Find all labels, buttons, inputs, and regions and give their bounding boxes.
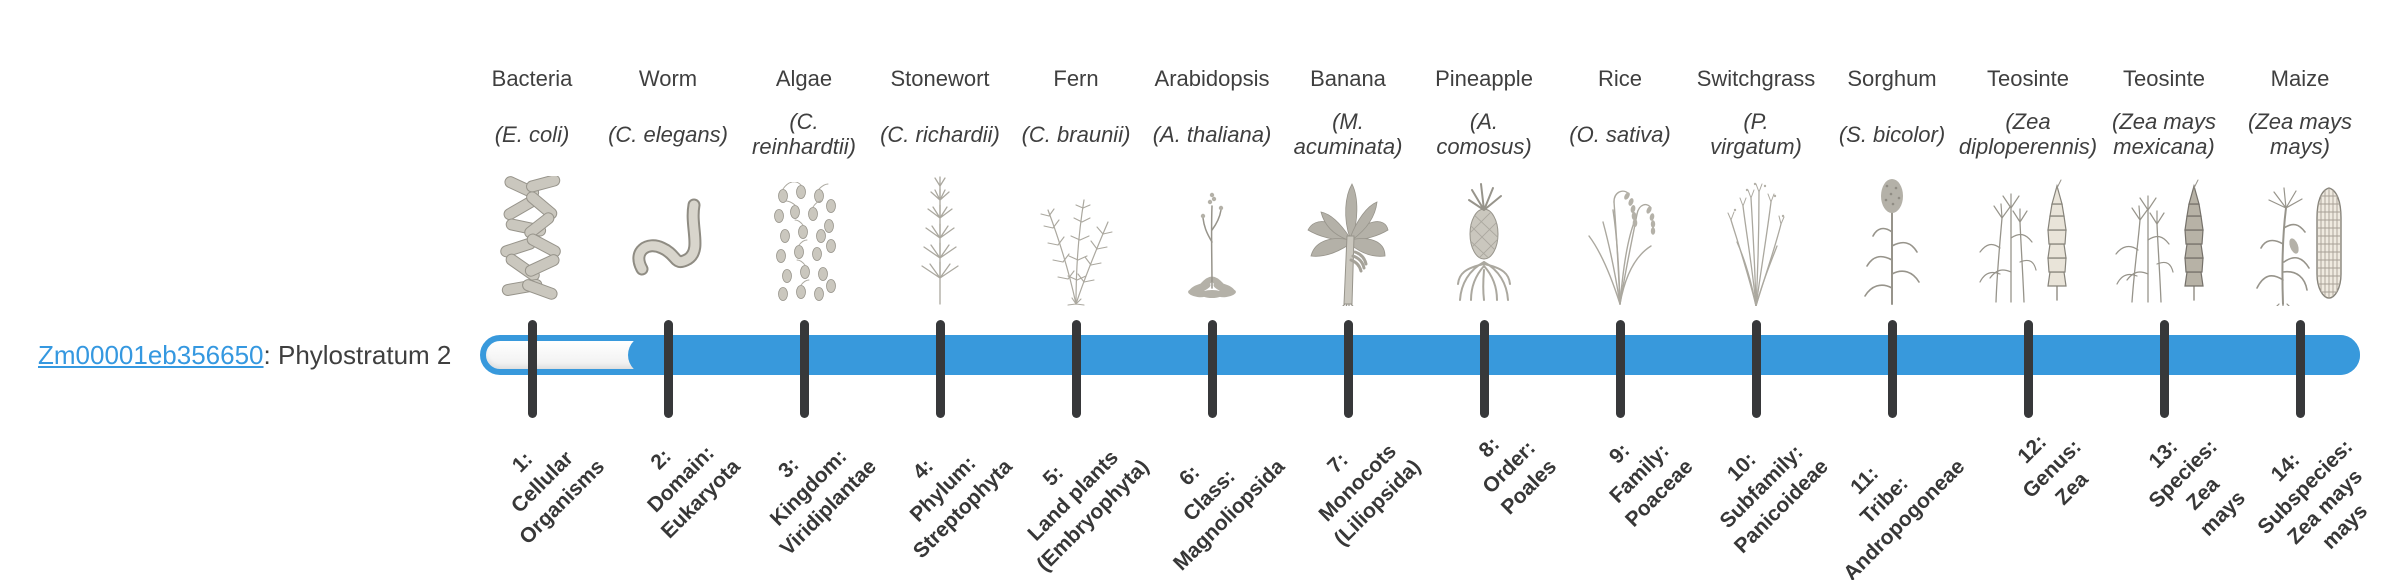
organism-column: Arabidopsis (A. thaliana) [1127, 0, 1297, 580]
organism-scientific-name: (C. braunii) [1021, 121, 1131, 147]
switchgrass-illustration [1671, 168, 1841, 306]
organism-scientific-name: (C. elegans) [608, 121, 728, 147]
banana-illustration [1263, 168, 1433, 306]
organism-common-name: Bacteria [491, 66, 573, 91]
bacteria-illustration [447, 168, 617, 306]
phylostratum-tick [1207, 320, 1217, 418]
organism-column: Banana (M. acuminata) [1263, 0, 1433, 580]
organism-column: Fern (C. braunii) 5: Land plants (Embryo… [991, 0, 1161, 580]
phylostratum-tick [663, 320, 673, 418]
organism-common-name: Fern [1053, 66, 1099, 91]
phylostratum-tick [1071, 320, 1081, 418]
organism-column: Maize (Zea mays mays) [2215, 0, 2385, 580]
organism-common-name: Algae [775, 66, 833, 91]
gene-label: Zm00001eb356650: Phylostratum 2 [38, 340, 451, 370]
organism-common-name: Teosinte [2123, 66, 2205, 91]
organism-common-name: Teosinte [1987, 66, 2069, 91]
organism-column: Teosinte (Zea diploperennis) [1943, 0, 2113, 580]
organism-column: Stonewort (C. richardii) 4: Phylum: Stre… [855, 0, 1025, 580]
arabidopsis-illustration [1127, 168, 1297, 306]
teosinte-mexicana-illustration [2079, 168, 2249, 306]
phylostratum-label: 14: Subspecies: Zea mays mays [2253, 435, 2373, 554]
organism-column: Switchgrass (P. virgatum) [1671, 0, 1841, 580]
organism-scientific-name: (Zea mays mays) [2248, 109, 2352, 159]
organism-column: Algae (C. reinhardtii) [719, 0, 889, 580]
organism-common-name: Arabidopsis [1154, 66, 1270, 91]
sorghum-illustration [1807, 168, 1977, 306]
organism-common-name: Rice [1597, 66, 1642, 91]
phylostratum-tick [1615, 320, 1625, 418]
phylostratum-tick [2295, 320, 2305, 418]
organism-column: Sorghum (S. bicolor) 11: Tribe: [1807, 0, 1977, 580]
maize-illustration [2215, 168, 2385, 306]
organism-common-name: Switchgrass [1696, 66, 1816, 91]
organism-scientific-name: (S. bicolor) [1838, 121, 1946, 147]
phylostratum-tick [1751, 320, 1761, 418]
organism-scientific-name: (A. comosus) [1436, 109, 1532, 159]
organism-scientific-name: (P. virgatum) [1710, 109, 1802, 159]
phylostratum-tick [2023, 320, 2033, 418]
organism-common-name: Banana [1310, 66, 1386, 91]
phylostratum-tick [799, 320, 809, 418]
organism-scientific-name: (E. coli) [494, 121, 570, 147]
gene-id-link[interactable]: Zm00001eb356650 [38, 340, 264, 370]
organism-scientific-name: (C. richardii) [880, 121, 1000, 147]
organism-scientific-name: (M. acuminata) [1293, 109, 1403, 159]
rice-illustration [1535, 168, 1705, 306]
phylostratum-tick [1887, 320, 1897, 418]
worm-illustration [583, 168, 753, 306]
organism-scientific-name: (Zea mays mexicana) [2112, 109, 2216, 159]
teosinte-diploperennis-illustration [1943, 168, 2113, 306]
phylostratum-bar-fill [628, 335, 2360, 375]
organism-column: Pineapple (A. comosus) 8: [1399, 0, 1569, 580]
stonewort-illustration [855, 168, 1025, 306]
pineapple-illustration [1399, 168, 1569, 306]
gene-phylostratum-text: : Phylostratum 2 [263, 340, 452, 370]
organism-column: Teosinte (Zea mays mexicana) [2079, 0, 2249, 580]
phylostratum-tick [2159, 320, 2169, 418]
fern-illustration [991, 168, 1161, 306]
phylostratum-tick [1479, 320, 1489, 418]
organism-scientific-name: (O. sativa) [1569, 121, 1671, 147]
organism-column: Bacteria (E. coli) [447, 0, 617, 580]
phylostratum-tick [527, 320, 537, 418]
organism-common-name: Sorghum [1847, 66, 1937, 91]
phylostratum-tick [935, 320, 945, 418]
phylostratum-tick [1343, 320, 1353, 418]
organism-common-name: Maize [2270, 66, 2330, 91]
organism-scientific-name: (Zea diploperennis) [1958, 109, 2098, 159]
algae-illustration [719, 168, 889, 306]
organism-scientific-name: (C. reinhardtii) [752, 109, 856, 159]
organism-scientific-name: (A. thaliana) [1152, 121, 1272, 147]
organism-common-name: Worm [638, 66, 698, 91]
organism-column: Worm (C. elegans) 2: Domain: Eukaryota [583, 0, 753, 580]
organism-common-name: Stonewort [890, 66, 990, 91]
organism-common-name: Pineapple [1435, 66, 1533, 91]
organism-column: Rice (O. sativa) [1535, 0, 1705, 580]
